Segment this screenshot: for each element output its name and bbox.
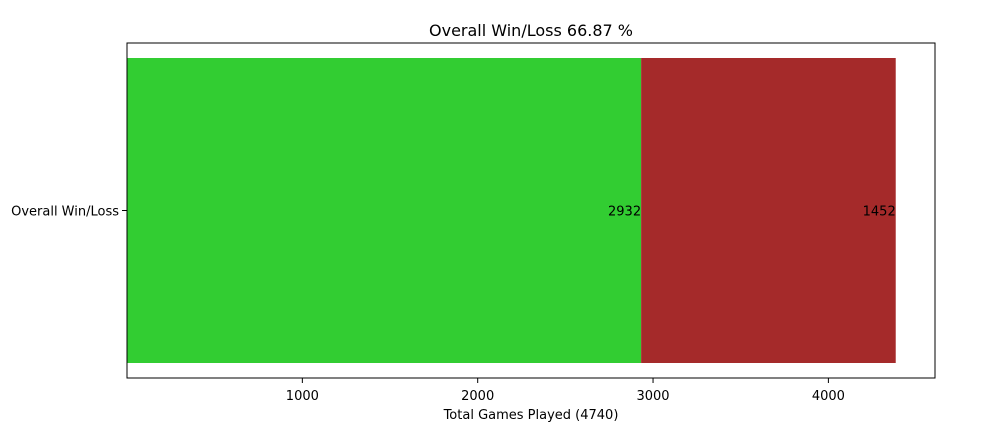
x-tick-label: 4000 (812, 389, 845, 404)
x-tick-label: 3000 (636, 389, 669, 404)
bars-layer (127, 58, 896, 363)
x-axis-ticks: 1000 2000 3000 4000 (286, 378, 845, 404)
x-tick-label: 1000 (286, 389, 319, 404)
x-axis-label: Total Games Played (4740) (443, 408, 619, 422)
x-tick-label: 2000 (461, 389, 494, 404)
chart-title: Overall Win/Loss 66.87 % (429, 21, 633, 40)
data-label-2: 1452 (863, 205, 896, 220)
y-axis-ticks: Overall Win/Loss (11, 205, 127, 220)
data-labels-layer: 2932 1452 (608, 205, 896, 220)
y-tick-label: Overall Win/Loss (11, 205, 119, 220)
data-label-1: 2932 (608, 205, 641, 220)
bar-segment-1 (127, 58, 642, 363)
bar-segment-2 (641, 58, 896, 363)
